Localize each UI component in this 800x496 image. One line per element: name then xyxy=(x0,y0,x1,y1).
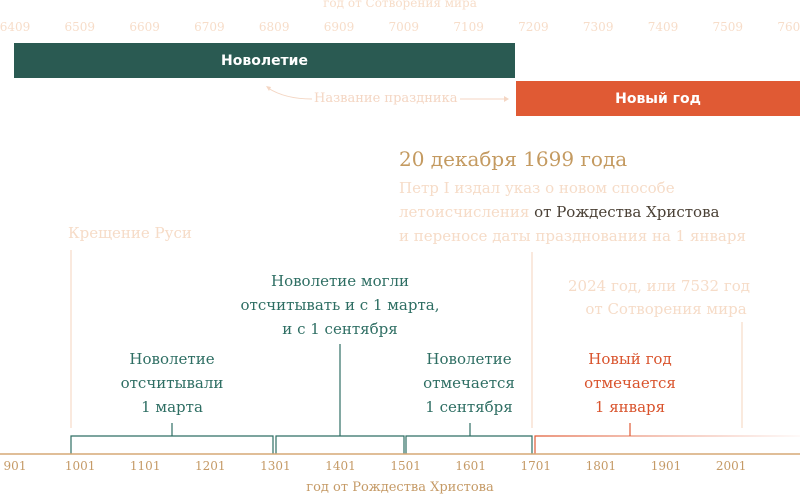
year2024-label-line-2: от Сотворения мира xyxy=(585,300,747,318)
year2024-label-line-1: 2024 год, или 7532 год xyxy=(568,277,750,295)
decree-line-2-text: летоисчисления xyxy=(399,203,530,221)
legend-arrow-left-head xyxy=(266,86,271,91)
period-bracket-1 xyxy=(70,435,274,454)
period-4-line-1: Новый год xyxy=(588,350,672,368)
top-axis-tick-7009: 7009 xyxy=(388,20,420,34)
baptism-label: Крещение Руси xyxy=(68,224,192,242)
novoletie-bar-label: Новолетие xyxy=(221,52,308,69)
top-axis-tick-7609: 7609 xyxy=(777,20,800,34)
period-3-line-1: Новолетие xyxy=(426,350,512,368)
new-year-bar-label: Новый год xyxy=(615,90,701,107)
decree-line-2: летоисчисления от Рождества Христова xyxy=(399,203,719,221)
period-bracket-4 xyxy=(534,435,800,454)
period-2-line-1: Новолетие могли xyxy=(270,272,410,290)
period-bracket-2 xyxy=(275,435,405,454)
period-bracket-3 xyxy=(405,435,533,454)
bottom-axis-tick-1801: 1801 xyxy=(585,459,617,473)
top-axis-tick-7209: 7209 xyxy=(518,20,549,34)
top-axis-tick-6609: 6609 xyxy=(129,20,160,34)
top-axis-tick-7409: 7409 xyxy=(647,20,679,34)
top-axis-tick-6509: 6509 xyxy=(64,20,96,34)
bottom-axis-tick-1201: 1201 xyxy=(195,459,226,473)
legend-arrow-left xyxy=(267,87,313,100)
bottom-axis-tick-1701: 1701 xyxy=(520,459,552,473)
bottom-axis-tick-1001: 1001 xyxy=(64,459,96,473)
bottom-axis-tick-1501: 1501 xyxy=(390,459,421,473)
period-4-line-2: отмечается xyxy=(584,374,676,392)
period-1-line-2: отсчитывали xyxy=(120,374,224,392)
new-year-bar xyxy=(516,81,800,116)
bottom-axis-tick-1101: 1101 xyxy=(129,459,161,473)
bottom-axis-title: год от Рождества Христова xyxy=(306,480,494,495)
bottom-axis-tick-1301: 1301 xyxy=(260,459,291,473)
period-2-line-3: и с 1 сентября xyxy=(282,320,398,338)
bottom-axis-tick-901: 901 xyxy=(3,459,27,473)
legend-label: Название праздника xyxy=(314,91,458,106)
decree-line-1: Петр I издал указ о новом способе xyxy=(399,179,675,197)
top-axis-tick-7109: 7109 xyxy=(453,20,484,34)
legend-arrow-right-head xyxy=(504,96,509,102)
decree-line-3: и переносе даты празднования на 1 января xyxy=(399,227,746,245)
bottom-axis-tick-1901: 1901 xyxy=(650,459,682,473)
period-2-line-2: отсчитывать и с 1 марта, xyxy=(240,296,440,314)
top-axis-tick-7509: 7509 xyxy=(712,20,744,34)
top-axis-tick-6709: 6709 xyxy=(194,20,225,34)
top-axis-tick-6909: 6909 xyxy=(323,20,355,34)
period-3-line-3: 1 сентября xyxy=(425,398,513,416)
bottom-axis-tick-1401: 1401 xyxy=(325,459,356,473)
top-axis-tick-6809: 6809 xyxy=(258,20,290,34)
top-axis-title: год от Сотворения мира xyxy=(323,0,477,10)
bottom-axis-tick-2001: 2001 xyxy=(715,459,747,473)
decree-date: 20 декабря 1699 года xyxy=(399,147,628,171)
top-axis-tick-7309: 7309 xyxy=(582,20,614,34)
period-1-line-1: Новолетие xyxy=(129,350,215,368)
period-3-line-2: отмечается xyxy=(423,374,515,392)
novoletie-bar xyxy=(14,43,515,78)
top-axis-tick-6409: 6409 xyxy=(0,20,31,34)
period-4-line-3: 1 января xyxy=(594,398,666,416)
bottom-axis-tick-1601: 1601 xyxy=(455,459,486,473)
decree-highlight: от Рождества Христова xyxy=(534,203,720,221)
period-1-line-3: 1 марта xyxy=(141,398,203,416)
